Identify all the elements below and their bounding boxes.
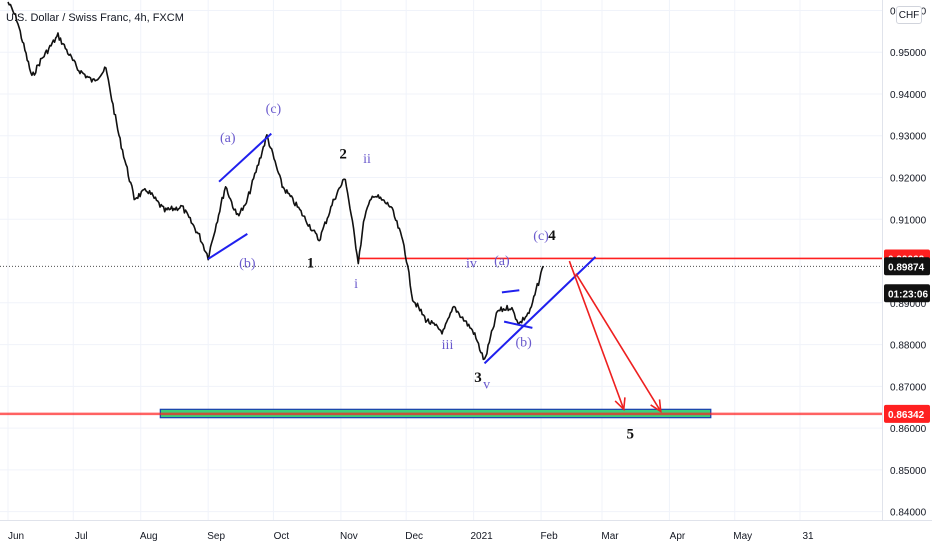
- wave-label: iii: [442, 338, 454, 353]
- wave-label: (a): [220, 131, 236, 146]
- last-price-badge-text: 0.89874: [888, 262, 925, 273]
- y-tick-label: 0.92000: [890, 174, 927, 185]
- x-tick-label: 31: [802, 531, 814, 542]
- x-tick-label: Sep: [207, 531, 225, 542]
- y-tick-label: 0.89000: [890, 299, 927, 310]
- wave-label: (b): [516, 336, 533, 351]
- y-tick-label: 0.93000: [890, 132, 927, 143]
- trendlines-layer: [207, 132, 597, 365]
- x-tick-label: Mar: [601, 531, 619, 542]
- x-tick-label: Oct: [274, 531, 290, 542]
- last-price-badge: [884, 257, 930, 276]
- wave-label: (c): [533, 229, 549, 244]
- arrow-head: [614, 397, 626, 412]
- wave-label: iv: [466, 256, 477, 271]
- x-tick-label: May: [733, 531, 752, 542]
- wave-label: 4: [548, 228, 556, 244]
- currency-button[interactable]: CHF: [896, 6, 922, 24]
- forecast-arrow: [575, 273, 662, 412]
- y-tick-label: 0.88000: [890, 341, 927, 352]
- x-tick-label: Aug: [140, 531, 158, 542]
- x-tick-label: Jul: [75, 531, 88, 542]
- wave-label: (b): [239, 256, 256, 271]
- price-series-layer: [7, 1, 545, 361]
- x-tick-label: Feb: [540, 531, 558, 542]
- wave-label: (a): [494, 254, 510, 269]
- wave-label: i: [354, 277, 358, 292]
- y-tick-label: 0.86000: [890, 424, 927, 435]
- arrows-layer: [568, 260, 662, 413]
- wave-label: ii: [363, 152, 371, 167]
- countdown-badge: [884, 284, 930, 303]
- wave-label: 1: [307, 255, 315, 271]
- horizontal-lines-layer: [0, 257, 882, 416]
- x-tick-label: Jun: [8, 531, 24, 542]
- trendline: [218, 132, 272, 183]
- y-tick-label: 0.84000: [890, 508, 927, 519]
- x-tick-label: 2021: [471, 531, 494, 542]
- wave-label: v: [483, 377, 490, 392]
- x-tick-label: Apr: [670, 531, 686, 542]
- trendline: [501, 289, 520, 294]
- target-price-badge-text: 0.86342: [888, 410, 925, 421]
- countdown-badge-text: 01:23:06: [888, 289, 928, 300]
- y-tick-label: 0.85000: [890, 466, 927, 477]
- wave-label: 5: [627, 427, 635, 443]
- x-tick-label: Dec: [405, 531, 423, 542]
- y-tick-label: 0.91000: [890, 215, 927, 226]
- chart-title: U.S. Dollar / Swiss Franc, 4h, FXCM: [6, 12, 184, 24]
- x-tick-label: Nov: [340, 531, 358, 542]
- forecast-arrow: [568, 260, 625, 410]
- wave-label: 3: [474, 370, 482, 386]
- arrow-head: [650, 399, 662, 413]
- price-line: [7, 1, 545, 361]
- target-price-badge: [884, 404, 930, 423]
- wave-label: (c): [266, 102, 282, 117]
- trendline: [207, 233, 248, 260]
- trendline: [503, 320, 533, 329]
- x-axis-panel: [0, 520, 932, 550]
- y-tick-label: 0.94000: [890, 90, 927, 101]
- y-tick-label: 0.95000: [890, 48, 927, 59]
- y-tick-label: 0.87000: [890, 382, 927, 393]
- grid: [0, 0, 882, 520]
- wave-label: 2: [339, 147, 347, 163]
